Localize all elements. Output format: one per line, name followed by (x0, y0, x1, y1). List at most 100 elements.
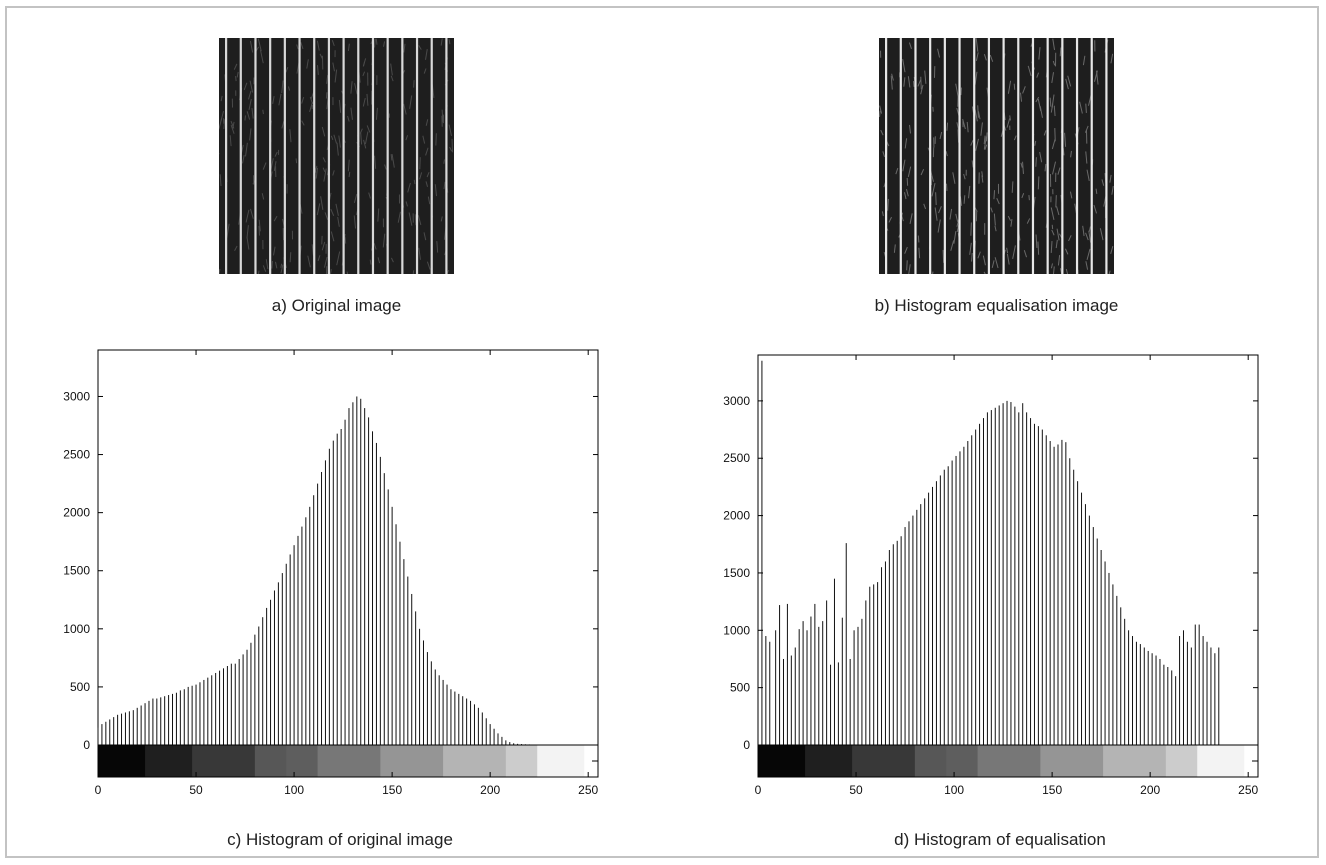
image-texture (350, 81, 353, 94)
image-texture (1022, 86, 1026, 94)
image-texture (912, 81, 915, 87)
image-texture (418, 45, 422, 50)
image-texture (1053, 105, 1056, 117)
image-texture (983, 135, 986, 145)
image-texture (923, 203, 927, 210)
image-texture (891, 73, 894, 81)
image-texture (390, 154, 393, 161)
image-texture (330, 135, 334, 141)
image-texture (336, 142, 339, 156)
image-texture (362, 97, 366, 107)
image-texture (908, 264, 911, 274)
image-stripe (987, 38, 991, 274)
image-texture (245, 209, 250, 223)
image-texture (1007, 80, 1012, 94)
image-texture (321, 126, 326, 137)
image-texture (248, 90, 252, 100)
image-texture (315, 167, 319, 179)
image-texture (413, 179, 416, 185)
image-texture (307, 255, 311, 268)
image-texture (903, 77, 906, 87)
image-texture (250, 208, 254, 219)
image-texture (375, 107, 378, 120)
image-stripe (401, 38, 404, 274)
image-texture (258, 225, 261, 236)
image-texture (955, 83, 959, 97)
image-texture (1057, 167, 1061, 175)
image-texture (1052, 266, 1055, 274)
image-texture (946, 122, 949, 131)
image-texture (359, 128, 363, 134)
image-texture (412, 270, 415, 274)
image-stripe (371, 38, 375, 274)
image-texture (888, 216, 892, 223)
image-texture (1085, 232, 1089, 241)
image-texture (1064, 248, 1069, 255)
image-texture (1049, 97, 1052, 107)
image-texture (316, 203, 321, 216)
image-texture (219, 268, 221, 274)
image-texture (1059, 47, 1062, 57)
image-texture (1051, 229, 1055, 236)
image-stripe (943, 38, 946, 274)
image-stripe (357, 38, 360, 274)
image-texture (353, 215, 357, 229)
image-texture (990, 207, 993, 213)
image-texture (887, 198, 889, 211)
image-texture (942, 249, 945, 263)
image-texture (1021, 193, 1025, 199)
image-texture (275, 261, 278, 269)
image-texture (332, 62, 335, 72)
image-texture (1082, 225, 1085, 237)
image-texture (1095, 188, 1098, 195)
image-texture (278, 93, 282, 106)
image-texture (407, 182, 411, 193)
image-texture (1035, 96, 1040, 103)
image-stripe (445, 38, 448, 274)
image-texture (329, 269, 332, 274)
image-texture (425, 181, 429, 187)
image-texture (1069, 191, 1073, 199)
image-texture (309, 101, 314, 112)
image-texture (323, 256, 328, 268)
image-stripe (298, 38, 301, 274)
image-texture (949, 208, 953, 220)
image-texture (993, 190, 996, 200)
image-stripe (958, 38, 961, 274)
image-texture (333, 134, 338, 144)
image-texture (377, 208, 380, 222)
image-texture (251, 108, 254, 119)
image-stripe (254, 38, 257, 274)
image-texture (234, 245, 238, 251)
image-texture (248, 98, 252, 110)
image-texture (346, 271, 349, 274)
image-texture (1055, 239, 1058, 249)
image-texture (384, 164, 387, 170)
image-texture (974, 71, 978, 85)
image-texture (932, 271, 934, 274)
image-texture (436, 241, 439, 253)
image-texture (258, 219, 261, 232)
image-texture (1007, 215, 1011, 221)
image-texture (969, 242, 972, 255)
image-stripe (899, 38, 902, 274)
image-texture (405, 201, 408, 207)
image-texture (261, 193, 265, 200)
image-texture (1023, 250, 1028, 258)
image-texture (953, 231, 957, 244)
image-texture (423, 232, 427, 241)
image-texture (1085, 151, 1088, 164)
image-stripe (1031, 38, 1035, 274)
image-texture (440, 216, 443, 222)
image-texture (272, 96, 275, 104)
image-texture (1012, 245, 1016, 260)
image-texture (369, 259, 372, 265)
image-texture (1027, 65, 1032, 77)
image-texture (1039, 151, 1043, 163)
image-texture (1110, 53, 1114, 64)
image-texture (890, 75, 893, 90)
image-stripe (885, 38, 888, 274)
image-texture (1050, 241, 1053, 253)
image-texture (259, 49, 264, 64)
image-texture (391, 154, 395, 168)
